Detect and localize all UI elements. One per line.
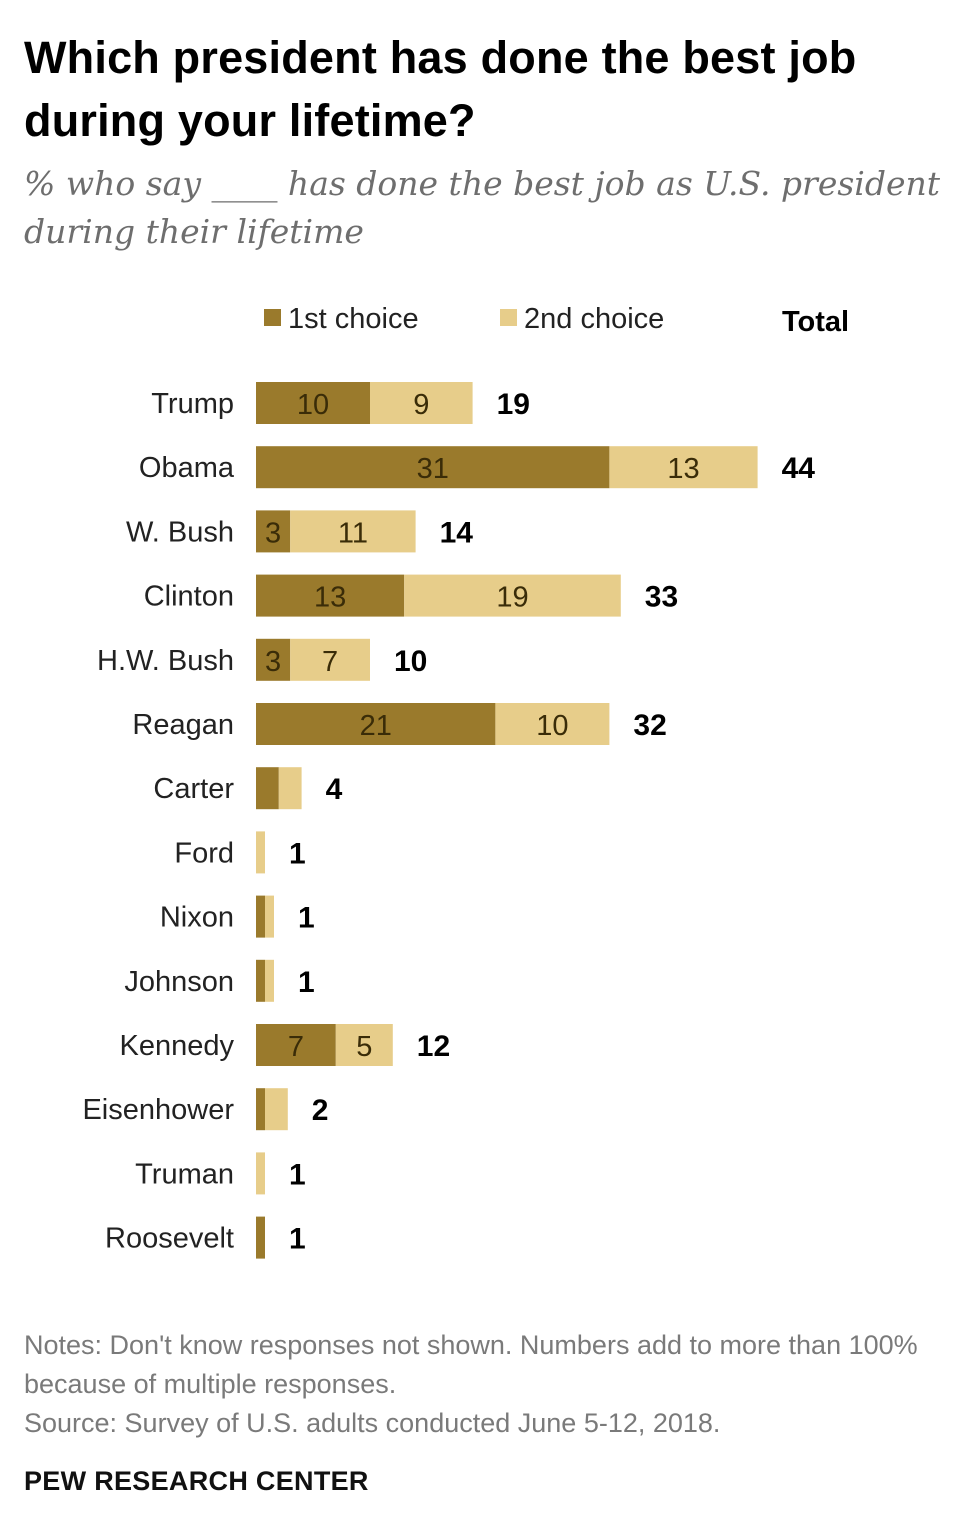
legend-label-1: 1st choice [288, 303, 419, 335]
bar-segment-label: 9 [413, 389, 429, 421]
bar-segment-label: 13 [667, 453, 699, 485]
category-label: Trump [151, 388, 234, 420]
bar-first-choice [256, 1216, 265, 1259]
bar-segment-label: 10 [536, 710, 568, 742]
bar-segment-label: 3 [265, 517, 281, 549]
bar-segment-label: 7 [322, 646, 338, 678]
stacked-bar-chart: 1st choice 2nd choice Total Trump 10 9 19 Obama… [82, 303, 849, 1259]
total-value-label: 1 [289, 1158, 306, 1191]
bar-second-choice [265, 895, 274, 938]
category-label: Reagan [132, 709, 234, 741]
total-value-label: 2 [312, 1094, 329, 1127]
chart-title: Which president has done the best job du… [24, 32, 857, 146]
category-label: Johnson [124, 966, 234, 998]
bar-segment-label: 3 [265, 646, 281, 678]
total-value-label: 44 [782, 452, 816, 485]
bar-first-choice [256, 895, 265, 938]
bar-second-choice [495, 703, 610, 745]
bar-second-choice [256, 1152, 265, 1195]
total-value-label: 4 [326, 773, 343, 806]
bar-first-choice [256, 382, 370, 424]
source-text: Source: Survey of U.S. adults conducted … [24, 1408, 721, 1438]
category-label: Clinton [144, 581, 234, 613]
category-label: Eisenhower [82, 1094, 234, 1126]
bar-second-choice [335, 1024, 393, 1066]
bar-first-choice [256, 638, 291, 681]
category-label: Kennedy [120, 1030, 235, 1062]
bar-segment-label: 7 [288, 1031, 304, 1063]
total-value-label: 33 [645, 581, 678, 614]
bar-segment-label: 5 [356, 1031, 372, 1063]
bar-second-choice [278, 767, 302, 810]
bar-segment-label: 11 [338, 517, 368, 549]
bar-second-choice [290, 510, 416, 553]
legend-label-2: 2nd choice [524, 303, 664, 335]
total-value-label: 14 [440, 516, 474, 549]
category-label: W. Bush [126, 516, 234, 548]
bar-first-choice [256, 1088, 265, 1131]
bar-second-choice [265, 1088, 288, 1131]
bar-first-choice [256, 767, 279, 810]
bar-second-choice [256, 831, 265, 874]
total-value-label: 10 [394, 645, 427, 678]
total-value-label: 1 [298, 902, 315, 935]
bar-segment-label: 19 [496, 582, 528, 614]
category-label: Obama [139, 452, 235, 484]
bar-first-choice [256, 703, 496, 745]
total-value-label: 12 [417, 1030, 450, 1063]
total-value-label: 1 [289, 837, 306, 870]
bar-second-choice [265, 959, 274, 1002]
bar-segment-label: 10 [297, 389, 329, 421]
legend-swatch-2 [500, 309, 517, 326]
bar-segment-label: 21 [360, 710, 392, 742]
total-value-label: 1 [298, 966, 315, 999]
bar-second-choice [370, 382, 473, 424]
bar-second-choice [404, 574, 621, 617]
total-value-label: 32 [633, 709, 666, 742]
bar-segment-label: 13 [314, 582, 346, 614]
bar-first-choice [256, 1024, 336, 1066]
legend-swatch-1 [264, 309, 281, 326]
bar-second-choice [290, 638, 370, 681]
category-label: Roosevelt [105, 1223, 234, 1255]
bar-first-choice [256, 510, 291, 553]
bar-segment-label: 31 [417, 453, 449, 485]
totals-header: Total [782, 306, 849, 338]
notes-text: Notes: Don't know responses not shown. N… [24, 1330, 918, 1399]
category-label: Truman [135, 1158, 234, 1190]
bar-first-choice [256, 959, 265, 1002]
category-label: H.W. Bush [97, 645, 234, 677]
total-value-label: 19 [497, 388, 530, 421]
chart-notes: Notes: Don't know responses not shown. N… [24, 1326, 954, 1443]
category-label: Nixon [160, 902, 234, 934]
bar-first-choice [256, 574, 405, 617]
category-label: Carter [153, 773, 234, 805]
total-value-label: 1 [289, 1223, 306, 1256]
category-label: Ford [174, 837, 234, 869]
bar-second-choice [609, 446, 758, 489]
brand-logo-text: PEW RESEARCH CENTER [24, 1466, 369, 1496]
bar-first-choice [256, 446, 610, 489]
chart-subtitle: % who say ____ has done the best job as … [24, 164, 941, 251]
